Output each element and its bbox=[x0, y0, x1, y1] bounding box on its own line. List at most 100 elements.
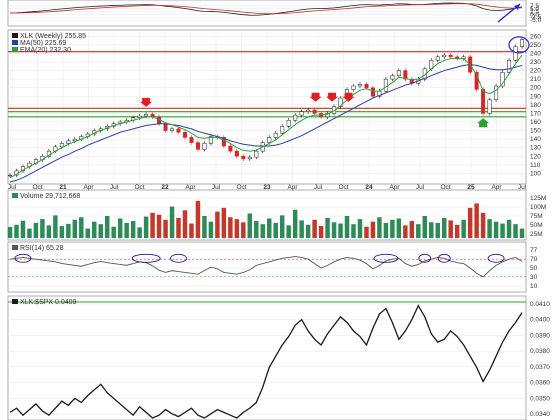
macd-y-tick-label: 5.0 bbox=[530, 6, 539, 13]
volume-bar bbox=[66, 223, 71, 238]
price-candle bbox=[7, 174, 13, 177]
price-candle bbox=[189, 137, 194, 143]
price-candle bbox=[176, 128, 181, 133]
volume-bar bbox=[429, 222, 434, 238]
volume-bar bbox=[441, 217, 447, 238]
volume-bar bbox=[351, 224, 356, 238]
volume-bar bbox=[305, 224, 311, 238]
rsi-y-tick-label: 77 bbox=[530, 247, 538, 254]
volume-bar bbox=[331, 222, 337, 238]
price-candle bbox=[299, 111, 304, 116]
x-tick-label: 24 bbox=[365, 184, 373, 191]
volume-bar bbox=[20, 220, 26, 238]
volume-bar bbox=[228, 217, 233, 238]
price-candle bbox=[247, 156, 252, 160]
volume-bar bbox=[383, 222, 389, 238]
price-y-tick-label: 140 bbox=[530, 136, 541, 143]
price-candle bbox=[254, 150, 259, 158]
volume-bar bbox=[254, 221, 259, 238]
rsi-y-tick-label: 30 bbox=[530, 274, 538, 281]
price-candle bbox=[494, 85, 499, 100]
price-candle bbox=[72, 138, 77, 142]
ratio-y-tick-label: 0.0350 bbox=[530, 395, 550, 402]
macd-y-tick-label: 2.5 bbox=[530, 9, 539, 16]
volume-bar bbox=[487, 219, 492, 238]
rsi-overbought-circle bbox=[487, 253, 505, 263]
macd-y-tick-label: 0.0 bbox=[530, 11, 539, 18]
volume-bar bbox=[461, 219, 466, 238]
price-candle bbox=[338, 97, 343, 107]
volume-bar bbox=[137, 227, 142, 238]
x-tick-label: 25 bbox=[467, 184, 475, 191]
volume-bar bbox=[79, 217, 84, 238]
price-candle bbox=[442, 54, 447, 58]
price-candle bbox=[202, 143, 207, 150]
ratio-legend: XLK:$SPX 0.0409 bbox=[20, 299, 77, 306]
price-candle bbox=[293, 114, 298, 121]
ratio-y-tick-label: 0.0390 bbox=[530, 332, 550, 339]
price-candle bbox=[390, 75, 395, 80]
volume-bar bbox=[467, 207, 473, 238]
ma50-line bbox=[9, 64, 523, 183]
price-y-tick-label: 110 bbox=[530, 162, 541, 169]
red-arrow-down-icon bbox=[326, 92, 339, 102]
price-candle bbox=[195, 142, 200, 150]
volume-bar bbox=[14, 224, 19, 238]
rsi-legend: RSI(14) 65.28 bbox=[20, 245, 64, 252]
volume-bar bbox=[150, 212, 155, 238]
legend-swatch-xlk bbox=[12, 33, 18, 38]
price-candle bbox=[364, 84, 369, 88]
volume-bar bbox=[403, 225, 408, 238]
volume-bar bbox=[27, 228, 32, 238]
rsi-overbought-circle bbox=[418, 253, 432, 263]
volume-bar bbox=[513, 224, 518, 238]
ratio-y-tick-label: 0.0370 bbox=[530, 364, 550, 371]
volume-bar bbox=[454, 224, 460, 238]
volume-bar bbox=[279, 215, 285, 238]
x-tick-label: Oct bbox=[236, 184, 246, 191]
x-tick-label: Apr bbox=[185, 184, 196, 191]
ratio-y-tick-label: 0.0400 bbox=[530, 317, 550, 324]
volume-bar bbox=[325, 217, 330, 238]
rsi-y-tick-label: 50 bbox=[530, 265, 538, 272]
volume-bar bbox=[377, 217, 382, 238]
x-tick-label: Jul bbox=[212, 184, 221, 191]
volume-bar bbox=[215, 211, 220, 238]
volume-bar bbox=[33, 222, 39, 238]
price-y-tick-label: 180 bbox=[530, 102, 541, 109]
volume-bar bbox=[195, 200, 201, 238]
volume-bar bbox=[169, 206, 175, 238]
volume-bar bbox=[176, 217, 181, 238]
volume-legend: Volume 29,712,668 bbox=[20, 193, 80, 200]
volume-bar bbox=[493, 221, 499, 238]
volume-y-tick-label: 50M bbox=[530, 222, 543, 229]
ratio-line bbox=[9, 304, 523, 419]
price-candle bbox=[273, 132, 278, 138]
x-tick-label: Jul bbox=[518, 184, 527, 191]
volume-bar bbox=[318, 226, 324, 238]
price-y-tick-label: 100 bbox=[530, 170, 541, 177]
ema20-line bbox=[9, 54, 523, 179]
x-tick-label: Oct bbox=[32, 184, 42, 191]
volume-bar bbox=[448, 220, 453, 238]
price-candle bbox=[487, 99, 492, 114]
legend-swatch-ratio bbox=[12, 299, 18, 304]
volume-bar bbox=[247, 213, 253, 238]
x-tick-label: 21 bbox=[59, 184, 67, 191]
price-legend-xlk: XLK (Weekly) 255.85 bbox=[20, 33, 86, 40]
volume-bar bbox=[312, 219, 317, 238]
price-candle bbox=[448, 54, 453, 58]
rsi-y-tick-label: 10 bbox=[530, 283, 538, 290]
ratio-pane bbox=[7, 295, 527, 420]
volume-bar bbox=[299, 220, 304, 238]
rsi-line bbox=[9, 256, 523, 278]
price-candle bbox=[507, 60, 512, 73]
x-tick-label: Jul bbox=[314, 184, 323, 191]
price-y-tick-label: 190 bbox=[530, 93, 541, 100]
price-y-tick-label: 210 bbox=[530, 76, 541, 83]
x-tick-label: Oct bbox=[440, 184, 450, 191]
x-tick-label: 22 bbox=[161, 184, 169, 191]
volume-bar bbox=[390, 219, 395, 238]
volume-bar bbox=[234, 219, 240, 238]
volume-bar bbox=[163, 219, 168, 238]
